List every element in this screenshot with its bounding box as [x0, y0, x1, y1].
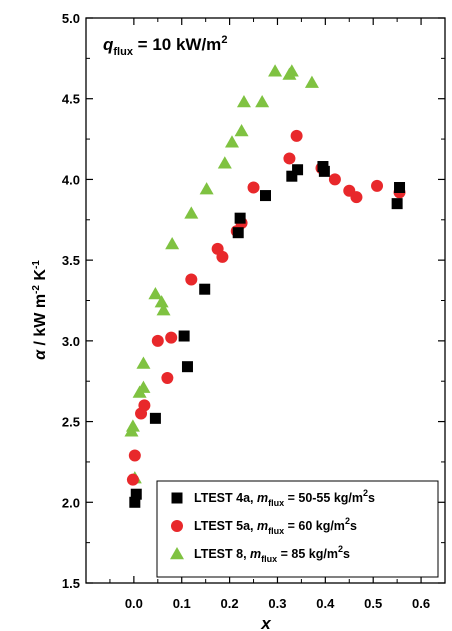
data-point-circle [290, 129, 303, 142]
legend-label: LTEST 4a, mflux = 50-55 kg/m2s [194, 488, 375, 508]
data-point-square [318, 165, 330, 177]
data-point-circle [328, 173, 341, 186]
y-tick-label: 1.5 [62, 576, 80, 591]
data-point-triangle [236, 94, 251, 108]
data-point-triangle [234, 124, 249, 137]
data-point-square [199, 283, 211, 295]
legend-marker-square [171, 492, 183, 504]
series-square [129, 161, 406, 508]
data-point-triangle [136, 356, 151, 369]
axis-ticks [86, 17, 445, 584]
data-point-square [292, 164, 304, 176]
y-tick-label: 3.5 [62, 253, 80, 268]
annotation-sup: 2 [221, 34, 227, 46]
x-tick-label: 0.1 [173, 596, 191, 611]
y-tick-label: 2.0 [62, 495, 80, 510]
data-point-square [178, 330, 190, 342]
data-point-square [394, 182, 406, 193]
y-label-sup1: -2 [31, 285, 42, 294]
data-point-square [181, 361, 193, 373]
data-point-triangle [255, 94, 270, 108]
legend-marker-triangle [170, 547, 184, 560]
data-point-square [391, 198, 403, 210]
data-point-square [130, 488, 142, 500]
y-axis-label: α / kW m-2 K-1 [31, 260, 49, 360]
data-point-triangle [136, 380, 151, 393]
data-point-triangle [184, 206, 199, 219]
annotation-q: q [103, 35, 114, 54]
legend-label: LTEST 5a, mflux = 60 kg/m2s [194, 516, 357, 536]
data-point-triangle [156, 303, 171, 316]
x-tick-label: 0.4 [316, 596, 335, 611]
legend-box [156, 480, 439, 578]
x-tick-label: 0.0 [125, 596, 143, 611]
data-point-triangle [268, 64, 283, 77]
x-tick-label: 0.6 [412, 596, 430, 611]
data-point-circle [151, 334, 164, 347]
data-point-triangle [217, 156, 232, 169]
data-point-square [234, 212, 246, 224]
data-point-square [286, 170, 298, 182]
data-point-circle [283, 152, 296, 165]
x-tick-label: 0.3 [268, 596, 286, 611]
data-point-square [149, 412, 161, 424]
data-point-triangle [304, 75, 319, 88]
data-point-triangle [284, 64, 299, 77]
data-point-circle [371, 179, 384, 192]
data-point-circle [185, 273, 198, 286]
legend-marker-circle [171, 520, 183, 532]
x-tick-label: 0.2 [221, 596, 239, 611]
data-point-square [260, 190, 271, 202]
data-point-circle [216, 250, 229, 263]
annotation-value: = 10 kW/m [133, 35, 221, 54]
data-point-triangle [125, 419, 140, 432]
series-layer [124, 64, 406, 508]
y-tick-label: 4.5 [62, 92, 80, 107]
x-axis-label: x [260, 614, 272, 631]
data-point-triangle [199, 182, 214, 195]
data-point-triangle [154, 295, 169, 308]
legend: LTEST 4a, mflux = 50-55 kg/m2s LTEST 5a, … [156, 480, 439, 578]
y-tick-label: 5.0 [62, 11, 80, 26]
data-point-circle [126, 473, 139, 486]
y-label-text: / kW m [32, 294, 49, 350]
y-tick-label: 4.0 [62, 172, 80, 187]
y-label-sup2: -1 [31, 260, 42, 269]
x-tick-label: 0.5 [364, 596, 382, 611]
series-circle [126, 129, 406, 486]
annotation-subscript: flux [113, 46, 133, 58]
data-point-circle [350, 191, 363, 204]
data-point-circle [128, 449, 141, 462]
y-tick-label: 2.5 [62, 415, 80, 430]
data-point-square [232, 227, 244, 239]
data-point-triangle [165, 237, 180, 250]
y-label-text2: K [32, 269, 49, 285]
data-point-circle [161, 371, 174, 384]
data-point-circle [165, 331, 178, 344]
flux-annotation: qflux = 10 kW/m2 [103, 34, 227, 58]
y-tick-label: 3.0 [62, 334, 80, 349]
data-point-square [129, 496, 141, 508]
data-point-triangle [224, 135, 239, 148]
tick-labels: 0.0 0.1 0.2 0.3 0.4 0.5 0.6 1.5 2.0 2.5 3.0 3.5 4.0 4… [62, 11, 430, 611]
legend-label: LTEST 8, mflux = 85 kg/m2s [194, 544, 350, 564]
data-point-triangle [148, 287, 163, 300]
series-triangle [124, 64, 319, 484]
y-label-alpha: α [32, 349, 49, 360]
data-point-circle [247, 181, 260, 194]
data-point-circle [138, 399, 151, 412]
